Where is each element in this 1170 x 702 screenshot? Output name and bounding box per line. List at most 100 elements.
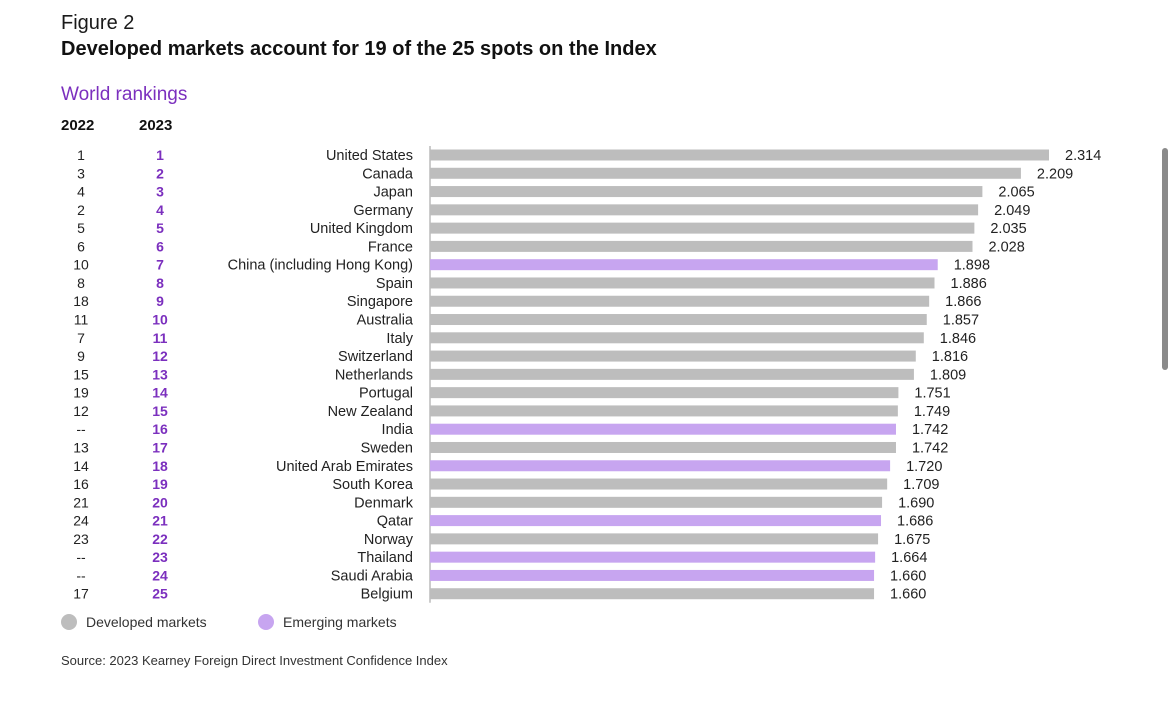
value-label: 1.898 xyxy=(954,258,990,274)
country-label: South Korea xyxy=(332,477,414,493)
rank-2023: 2 xyxy=(156,165,164,181)
rank-2023: 4 xyxy=(156,202,164,218)
value-label: 1.664 xyxy=(891,550,927,566)
country-label: Saudi Arabia xyxy=(331,568,414,584)
rank-2022: 19 xyxy=(73,385,89,401)
value-label: 2.065 xyxy=(998,185,1034,201)
bar-developed xyxy=(430,496,883,508)
rank-2022: 24 xyxy=(73,513,89,529)
rank-2022: -- xyxy=(76,549,86,565)
rank-2023: 8 xyxy=(156,275,164,291)
rank-2022: 23 xyxy=(73,531,89,547)
rank-2023: 16 xyxy=(152,421,168,437)
country-label: India xyxy=(382,422,414,438)
value-label: 1.809 xyxy=(930,367,966,383)
country-label: Thailand xyxy=(357,550,413,566)
rank-2022: 18 xyxy=(73,293,89,309)
country-label: United States xyxy=(326,148,413,164)
country-label: New Zealand xyxy=(328,404,413,420)
rank-2022: 7 xyxy=(77,330,85,346)
country-label: Japan xyxy=(373,185,413,201)
bar-developed xyxy=(430,222,975,234)
rank-2022: 9 xyxy=(77,348,85,364)
country-label: United Kingdom xyxy=(310,221,413,237)
bar-developed xyxy=(430,533,879,545)
country-label: Spain xyxy=(376,276,413,292)
country-label: Denmark xyxy=(354,495,414,511)
rank-2023: 5 xyxy=(156,220,164,236)
country-label: Switzerland xyxy=(338,349,413,365)
rank-2023: 7 xyxy=(156,257,164,273)
bar-developed xyxy=(430,478,888,490)
rank-2022: 3 xyxy=(77,165,85,181)
bar-emerging xyxy=(430,515,882,527)
legend-label-developed: Developed markets xyxy=(86,614,207,630)
rank-2023: 6 xyxy=(156,238,164,254)
rank-2023: 3 xyxy=(156,184,164,200)
value-label: 2.314 xyxy=(1065,148,1101,164)
bar-developed xyxy=(430,167,1021,179)
bar-developed xyxy=(430,405,898,417)
bar-developed xyxy=(430,186,983,198)
value-label: 2.209 xyxy=(1037,166,1073,182)
scrollbar[interactable] xyxy=(1162,148,1168,370)
rank-2023: 12 xyxy=(152,348,168,364)
rank-2022: -- xyxy=(76,567,86,583)
bar-emerging xyxy=(430,569,875,581)
value-label: 2.049 xyxy=(994,203,1030,219)
bar-developed xyxy=(430,387,899,399)
source-note: Source: 2023 Kearney Foreign Direct Inve… xyxy=(61,653,448,668)
rank-2023: 11 xyxy=(153,330,168,346)
bar-developed xyxy=(430,314,927,326)
country-label: Netherlands xyxy=(335,367,413,383)
legend-label-emerging: Emerging markets xyxy=(283,614,397,630)
bar-developed xyxy=(430,350,916,362)
rank-2022: 6 xyxy=(77,238,85,254)
rank-2022: 12 xyxy=(73,403,89,419)
bar-developed xyxy=(430,441,896,453)
value-label: 2.028 xyxy=(988,239,1024,255)
rank-2022: 13 xyxy=(73,439,89,455)
value-label: 1.866 xyxy=(945,294,981,310)
rank-2022: 15 xyxy=(73,366,89,382)
value-label: 1.751 xyxy=(914,386,950,402)
developed-swatch-icon xyxy=(61,614,77,630)
rank-2023: 20 xyxy=(152,494,168,510)
rank-2022: -- xyxy=(76,421,86,437)
value-label: 1.886 xyxy=(951,276,987,292)
country-label: Canada xyxy=(362,166,414,182)
rank-2022: 11 xyxy=(74,312,89,328)
chart-title: Developed markets account for 19 of the … xyxy=(61,38,657,60)
bar-developed xyxy=(430,368,914,380)
rank-2022: 17 xyxy=(73,586,89,602)
country-label: United Arab Emirates xyxy=(276,459,413,475)
bar-developed xyxy=(430,277,935,289)
column-header-2023: 2023 xyxy=(139,117,173,134)
ranking-bar-chart: 1 1 United States 2.314 3 2 Canada 2.209 4 3 Japan… xyxy=(73,146,1101,603)
bar-emerging xyxy=(430,423,896,435)
value-label: 1.675 xyxy=(894,532,930,548)
country-label: Portugal xyxy=(359,386,413,402)
bar-developed xyxy=(430,240,973,252)
country-label: Singapore xyxy=(347,294,413,310)
value-label: 1.686 xyxy=(897,514,933,530)
figure-label: Figure 2 xyxy=(61,12,135,34)
value-label: 1.846 xyxy=(940,331,976,347)
value-label: 1.816 xyxy=(932,349,968,365)
bar-developed xyxy=(430,588,875,600)
value-label: 1.660 xyxy=(890,587,926,603)
country-label: Belgium xyxy=(361,587,413,603)
rank-2022: 16 xyxy=(73,476,89,492)
value-label: 1.709 xyxy=(903,477,939,493)
bar-developed xyxy=(430,204,979,216)
legend-item-developed: Developed markets xyxy=(61,614,207,630)
legend-item-emerging: Emerging markets xyxy=(258,614,397,630)
value-label: 1.857 xyxy=(943,313,979,329)
rank-2023: 17 xyxy=(152,439,168,455)
rank-2022: 21 xyxy=(73,494,89,510)
value-label: 1.742 xyxy=(912,440,948,456)
rank-2023: 15 xyxy=(152,403,168,419)
bar-developed xyxy=(430,149,1049,161)
rank-2022: 5 xyxy=(77,220,85,236)
country-label: China (including Hong Kong) xyxy=(228,258,413,274)
